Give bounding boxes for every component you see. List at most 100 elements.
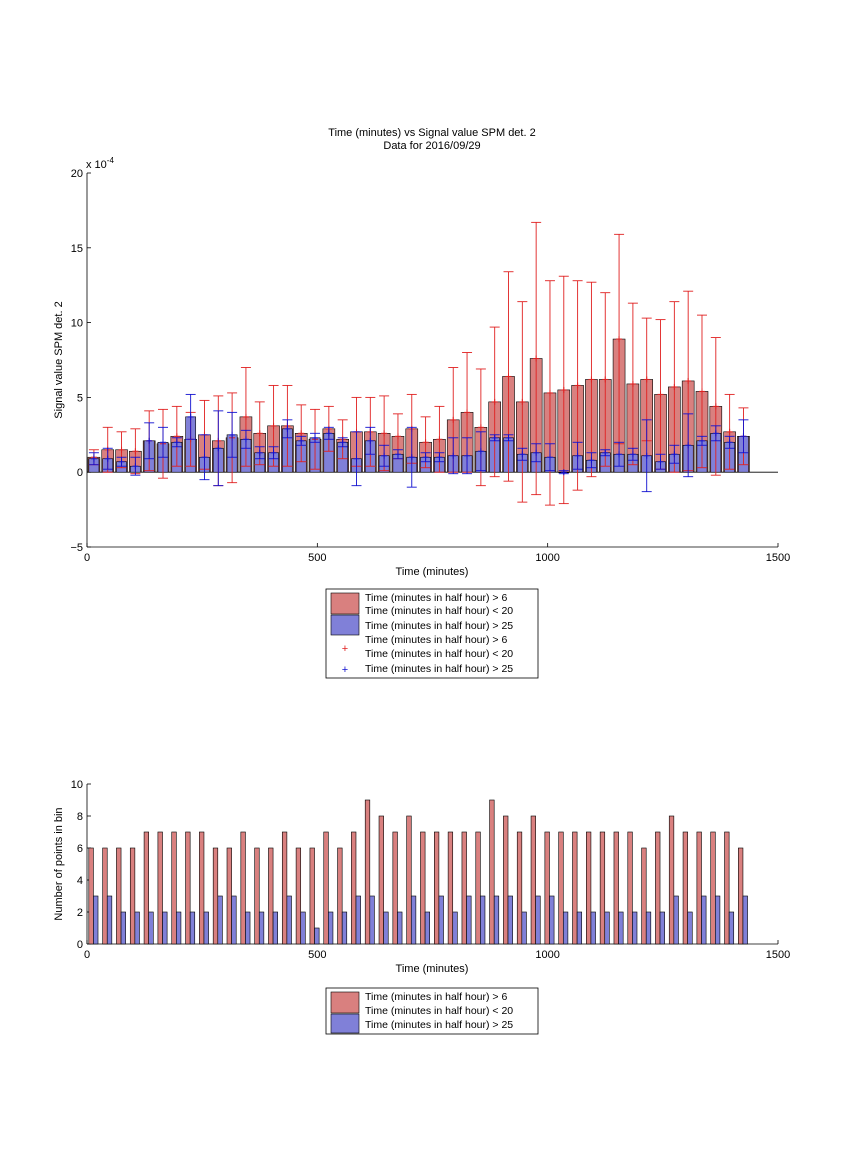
chart2-bar-blue: [466, 895, 472, 945]
chart2-bar-red: [516, 831, 523, 945]
chart1-legend-label-plus-red-top: Time (minutes in half hour) > 6: [365, 634, 507, 646]
chart2-bar-red: [447, 831, 454, 945]
chart2-bar-red: [392, 831, 398, 945]
chart2-bar-red: [738, 847, 744, 945]
chart2-ytick-label: 4: [77, 875, 83, 887]
chart2-bar-red: [337, 847, 343, 945]
chart2-xtick-label: 500: [308, 949, 326, 961]
chart2-bar-red: [461, 831, 467, 945]
chart2-xlabel: Time (minutes): [396, 963, 469, 975]
chart1-title: Time (minutes) vs Signal value SPM det. …: [328, 127, 535, 139]
chart2-bar-blue: [590, 911, 596, 945]
chart2-bar-red: [627, 831, 633, 945]
chart2-bar-red: [157, 831, 163, 945]
chart2-bar-red: [295, 847, 302, 945]
chart2-bar-blue: [438, 895, 444, 945]
chart2-bar-blue: [203, 911, 209, 945]
chart2-bar-blue: [645, 911, 652, 945]
chart2-bar-blue: [120, 911, 126, 945]
chart2-bar-blue: [618, 911, 624, 945]
chart2-ylabel: Number of points in bin: [53, 807, 65, 920]
chart2-bar-blue: [328, 911, 334, 945]
chart2-bar-red: [668, 815, 675, 945]
chart2-bar-blue: [507, 895, 513, 945]
chart2-bar-blue: [314, 927, 320, 945]
chart2-bar-blue: [162, 911, 168, 945]
chart1-xlabel: Time (minutes): [396, 566, 469, 578]
chart2-bar-blue: [231, 895, 237, 945]
chart2-bar-blue: [355, 895, 361, 945]
chart2-bar-red: [364, 799, 371, 945]
chart1-legend-plus-red: +: [342, 643, 348, 655]
chart2-bar-red: [212, 847, 219, 945]
chart2-bar-blue: [134, 911, 140, 945]
chart2-bar-blue: [576, 911, 583, 945]
chart2-bar-red: [226, 847, 232, 945]
chart2-bar-blue: [452, 911, 458, 945]
chart1-legend-label-plus-blue: Time (minutes in half hour) > 25: [365, 663, 513, 675]
chart2-bar-blue: [272, 911, 278, 945]
chart2-bar-red: [696, 831, 702, 945]
chart2-legend-label-red-top: Time (minutes in half hour) > 6: [365, 991, 507, 1003]
chart2-bar-blue: [742, 895, 748, 945]
chart2-bar-blue: [369, 895, 375, 945]
chart2-bar-blue: [728, 911, 735, 945]
chart2-bar-red: [171, 831, 177, 945]
chart2-ytick-label: 10: [71, 779, 83, 791]
chart2-bar-blue: [341, 911, 348, 945]
chart2-bar-red: [254, 847, 260, 945]
chart2-bar-red: [503, 815, 509, 945]
chart1-ytick-label: −5: [70, 542, 83, 554]
chart2-bar-red: [378, 815, 384, 945]
chart2-bar-blue: [493, 895, 500, 945]
chart2-xtick-label: 1500: [766, 949, 790, 961]
chart1-exponent-label: x 10-4: [86, 156, 114, 171]
chart2-legend-label-blue: Time (minutes in half hour) > 25: [365, 1019, 513, 1031]
chart1-ytick-label: 10: [71, 318, 83, 330]
chart1-legend-label-red-bottom: Time (minutes in half hour) < 20: [365, 605, 513, 617]
chart1-ytick-label: 0: [77, 467, 83, 479]
chart2-bar-red: [682, 831, 688, 945]
chart2-bar-blue: [673, 895, 679, 945]
chart1-legend-label-plus-red-bottom: Time (minutes in half hour) < 20: [365, 648, 513, 660]
chart2-bar-blue: [535, 895, 541, 945]
chart2-bar-red: [710, 831, 716, 945]
chart2-bar-blue: [562, 911, 569, 945]
chart1-subtitle: Data for 2016/09/29: [383, 140, 480, 152]
chart2-bar-blue: [258, 911, 265, 945]
chart2-bar-red: [420, 831, 426, 945]
chart2-bar-red: [641, 847, 647, 945]
chart2-ytick-label: 0: [77, 939, 83, 951]
chart2-bar-blue: [176, 911, 182, 945]
chart1-ytick-label: 15: [71, 243, 83, 255]
chart2-plot-area: 0 500 1000 1500 0 2 4 6 8 10: [71, 779, 790, 961]
chart2-bar-red: [586, 831, 592, 945]
chart2-bar-blue: [715, 895, 721, 945]
chart2-bar-red: [143, 831, 149, 945]
chart1-legend-box: [325, 588, 539, 679]
chart2-bar-blue: [245, 911, 251, 945]
chart2-bar-blue: [659, 911, 665, 945]
chart2-bar-red: [309, 847, 315, 945]
chart1-xtick-label: 500: [308, 552, 326, 564]
chart2-legend: Time (minutes in half hour) > 6 Time (mi…: [325, 987, 539, 1035]
chart2-bar-blue: [604, 911, 610, 945]
chart2-bar-red: [129, 847, 136, 945]
chart2-bar-blue: [410, 895, 417, 945]
chart2-bar-blue: [521, 911, 527, 945]
chart2-bar-red: [558, 831, 564, 945]
chart2-bar-red: [199, 831, 205, 945]
chart2-bar-red: [530, 815, 536, 945]
chart2-bar-blue: [397, 911, 403, 945]
chart1-ylabel: Signal value SPM det. 2: [53, 301, 65, 418]
chart2-ytick-label: 8: [77, 811, 83, 823]
chart2-bar-red: [613, 831, 619, 945]
chart2-bar-red: [88, 847, 94, 945]
chart2-bar-blue: [424, 911, 430, 945]
chart2-legend-swatch-red: [330, 991, 360, 1014]
chart1-xtick-label: 0: [84, 552, 90, 564]
chart1-ytick-label: 5: [77, 392, 83, 404]
chart1-legend-plus-blue: +: [342, 664, 348, 676]
